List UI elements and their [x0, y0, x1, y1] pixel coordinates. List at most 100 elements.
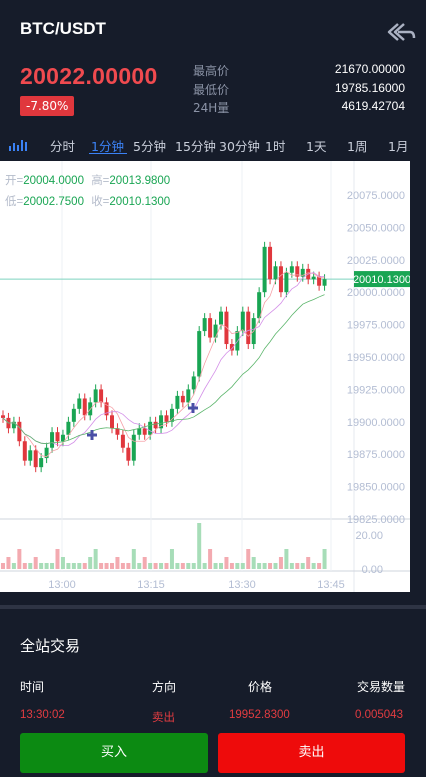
active-tab-indicator	[89, 153, 127, 154]
trades-title: 全站交易	[20, 637, 81, 655]
buy-button[interactable]: 买入	[20, 733, 208, 773]
candle-body	[77, 398, 82, 409]
volume-bar	[99, 563, 104, 569]
volume-bar	[180, 563, 185, 569]
trade-price: 19952.8300	[229, 709, 290, 721]
kline-chart[interactable]: 20075.0000 20050.0000 20025.0000 20000.0000…	[0, 161, 411, 592]
volume-bar	[202, 563, 207, 569]
volume-bar	[28, 563, 33, 569]
tab-30min[interactable]: 30分钟	[219, 139, 260, 154]
volume-bar	[110, 563, 114, 569]
col-amount: 交易数量	[357, 680, 406, 694]
volume-bar	[6, 557, 11, 569]
time-tick-label: 13:15	[137, 579, 165, 591]
back-icon[interactable]	[386, 20, 416, 44]
volume-bar	[257, 563, 262, 569]
tab-5min[interactable]: 5分钟	[133, 139, 166, 154]
volume-bar	[278, 557, 283, 569]
moving-average-line	[2, 270, 325, 458]
close-value: 20010.1300	[109, 196, 171, 208]
volume-bar	[82, 563, 87, 569]
price-tick-label: 20000.0000	[347, 287, 405, 299]
volume-bar	[1, 563, 5, 569]
col-direction: 方向	[152, 680, 177, 694]
volume-bar	[164, 563, 169, 569]
candle-body	[39, 458, 44, 468]
candle-body	[224, 311, 229, 345]
ohlc-low-close: 低=20002.7500 收=20010.1300	[5, 193, 170, 209]
candle-body	[104, 402, 109, 416]
candle-body	[60, 434, 65, 442]
volume-bar	[175, 563, 180, 569]
candle-body	[164, 415, 169, 422]
candle-body	[137, 428, 142, 435]
volume-bar	[229, 563, 234, 569]
last-price: 20022.00000	[20, 63, 158, 89]
candle-body	[110, 415, 114, 429]
candle-body	[93, 389, 98, 403]
candle-body	[33, 450, 38, 468]
price-tick-label: 19900.0000	[347, 417, 405, 429]
chart-type-icon[interactable]	[8, 136, 28, 152]
candle-body	[82, 398, 87, 416]
open-value: 20004.0000	[23, 175, 84, 187]
volume-bar	[60, 557, 65, 569]
tab-1month[interactable]: 1月	[388, 139, 409, 154]
volume-bar	[88, 557, 93, 569]
tab-15min[interactable]: 15分钟	[175, 139, 216, 154]
candle-body	[295, 266, 300, 277]
price-tick-label: 19825.0000	[347, 514, 405, 526]
candle-body	[289, 266, 294, 273]
tab-1day[interactable]: 1天	[306, 139, 327, 154]
price-tick-label: 19975.0000	[347, 320, 405, 332]
volume-bar	[77, 563, 82, 569]
volume-bar	[268, 563, 273, 569]
trade-time: 13:30:02	[20, 709, 65, 721]
candle-body	[99, 389, 104, 403]
volume-bar	[322, 549, 327, 569]
volume-bar	[213, 563, 218, 569]
candle-body	[213, 324, 218, 338]
volume-bar	[246, 549, 251, 569]
chart-canvas[interactable]: 20075.0000 20050.0000 20025.0000 20000.0000…	[0, 161, 411, 592]
volume-bar	[306, 557, 311, 569]
tab-1week[interactable]: 1周	[347, 139, 368, 154]
section-divider	[0, 605, 426, 609]
volume-bar	[137, 563, 142, 569]
price-tick-label: 20025.0000	[347, 255, 405, 267]
volume-tick-label: 20.00	[355, 530, 383, 542]
stat-high-value: 21670.00000	[334, 62, 405, 76]
volume-bar	[131, 549, 136, 569]
price-tick-label: 19850.0000	[347, 482, 405, 494]
header: BTC/USDT	[0, 0, 426, 60]
high-value: 20013.9800	[109, 175, 171, 187]
price-tick-label: 19925.0000	[347, 384, 405, 396]
volume-bar	[219, 563, 223, 569]
volume-bar	[262, 563, 267, 569]
volume-bar	[295, 563, 300, 569]
volume-bar	[159, 563, 164, 569]
tab-1min[interactable]: 1分钟	[91, 139, 124, 154]
volume-bar	[148, 563, 153, 569]
trade-direction: 卖出	[152, 712, 175, 724]
candle-body	[1, 415, 5, 418]
volume-bar	[50, 563, 55, 569]
candle-body	[284, 272, 289, 293]
sell-button[interactable]: 卖出	[218, 733, 405, 773]
candle-body	[229, 344, 234, 351]
volume-bar	[120, 563, 125, 569]
stat-low-value: 19785.16000	[334, 81, 405, 95]
price-tick-label: 19950.0000	[347, 352, 405, 364]
volume-bar	[251, 557, 256, 569]
close-label: 收=	[91, 196, 110, 208]
candle-body	[131, 434, 136, 461]
volume-bar	[224, 557, 229, 569]
candle-body	[300, 268, 305, 277]
moving-average-line	[2, 272, 325, 446]
tab-timeline[interactable]: 分时	[50, 139, 76, 154]
tab-1hour[interactable]: 1时	[265, 139, 286, 154]
page-title: BTC/USDT	[20, 19, 106, 38]
candle-body	[240, 311, 245, 332]
candle-body	[11, 421, 16, 429]
candle-body	[115, 428, 120, 435]
